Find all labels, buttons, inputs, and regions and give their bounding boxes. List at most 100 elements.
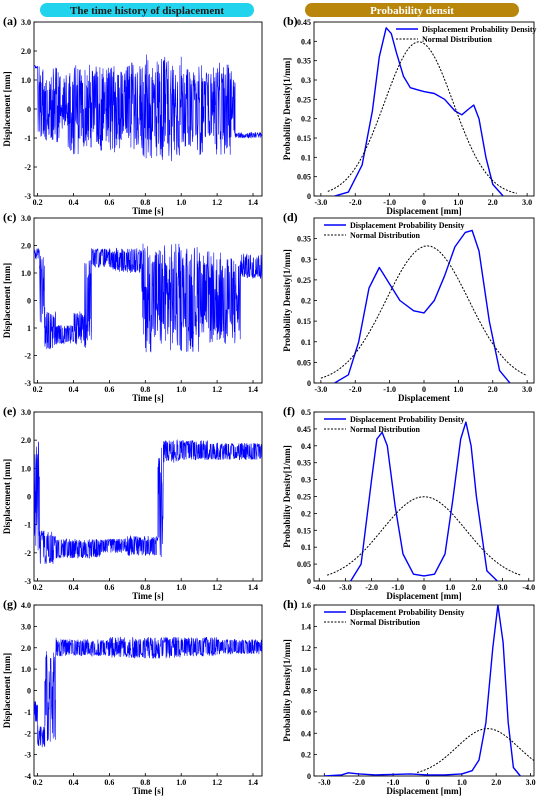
normal-distribution-curve: [416, 728, 534, 773]
x-tick-label: 0.8: [140, 778, 150, 787]
x-axis-title: Displacement [mm]: [386, 206, 461, 216]
legend-label: Displacement Probability Density: [350, 608, 465, 617]
y-tick-label: 0.2: [301, 115, 311, 124]
y-tick-label: 1.4: [301, 622, 311, 631]
y-tick-label: 1.0: [21, 269, 31, 278]
y-tick-label: 0: [307, 772, 311, 781]
x-tick-label: -3.0: [339, 583, 352, 592]
y-tick-label: 0.25: [297, 493, 311, 502]
y-tick-label: 1.2: [301, 644, 311, 653]
y-tick-label: 0.05: [297, 358, 311, 367]
y-tick-label: -1: [24, 708, 31, 717]
x-tick-label: 0.6: [104, 198, 114, 207]
x-tick-label: 1.4: [248, 385, 258, 394]
panel-e: (e) 0.2 0.4 0.6 0.8 1.0 1.2 1.4 3.0 2.0 1.0 0 -1 -2 -3…: [2, 404, 263, 601]
y-tick-label: 0: [307, 577, 311, 586]
normal-distribution-curve: [326, 496, 522, 576]
probability-density-curve: [334, 27, 504, 196]
x-tick-label: 0.6: [104, 583, 114, 592]
x-tick-label: -1.0: [383, 198, 396, 207]
legend-label: Displacement Probability Density: [350, 415, 465, 424]
y-tick-label: 0.1: [301, 338, 311, 347]
x-tick-label: 1.4: [248, 778, 258, 787]
y-tick-label: 0.25: [297, 276, 311, 285]
y-tick-label: 0.1: [301, 153, 311, 162]
panel-label: (g): [3, 597, 17, 611]
y-tick-label: 0.35: [297, 57, 311, 66]
x-tick-label: 1.2: [212, 778, 222, 787]
legend-label: Normal Distribution: [350, 231, 421, 240]
y-tick-label: 0: [27, 687, 31, 696]
y-axis-title: Displacement [mm]: [2, 263, 12, 338]
probability-density-curve: [324, 605, 521, 776]
x-tick-label: 0: [425, 778, 429, 787]
panel-label: (a): [3, 14, 17, 28]
y-tick-label: 0.2: [301, 751, 311, 760]
y-tick-label: 3.0: [21, 18, 31, 27]
x-axis-title: Displacement: [398, 393, 450, 403]
x-axis-title: Displacement [mm]: [386, 591, 461, 601]
x-tick-label: 3.0: [522, 198, 532, 207]
x-tick-label: 3.0: [526, 778, 536, 787]
y-tick-label: 0: [27, 297, 31, 306]
y-axis-title: Displacement [mm]: [2, 653, 12, 728]
y-axis-title: Displacement [mm]: [2, 459, 12, 534]
x-axis-title: Time [s]: [132, 786, 164, 796]
y-axis-title: Displacement [mm]: [2, 71, 12, 146]
y-tick-label: 1.6: [301, 601, 311, 610]
y-tick-label: 1.0: [21, 76, 31, 85]
x-tick-label: -1.0: [387, 778, 400, 787]
legend-label: Normal Distribution: [350, 425, 421, 434]
x-tick-label: 1.0: [176, 385, 186, 394]
x-tick-label: 0.8: [140, 198, 150, 207]
x-tick-label: -2.0: [365, 583, 378, 592]
x-tick-label: 1.2: [212, 198, 222, 207]
y-tick-label: 0: [27, 493, 31, 502]
x-tick-label: -4.0: [522, 583, 535, 592]
panel-c: (c) 0.2 0.4 0.6 0.8 1.0 1.2 1.4 3.0 2.0 1.0 0 1 -2 -3 T…: [2, 210, 263, 403]
y-tick-label: 0: [307, 379, 311, 388]
normal-distribution-curve: [327, 41, 517, 194]
y-tick-label: 0.05: [297, 173, 311, 182]
y-axis-title: Probability Density[1/mm]: [282, 58, 292, 161]
y-tick-label: 2.0: [21, 47, 31, 56]
y-tick-label: -2: [24, 163, 31, 172]
y-tick-label: 2.0: [21, 436, 31, 445]
y-tick-label: 0: [307, 192, 311, 201]
y-tick-label: 0.15: [297, 134, 311, 143]
x-tick-label: 0.2: [33, 583, 43, 592]
panel-label: (h): [283, 597, 298, 611]
x-tick-label: 0: [422, 198, 426, 207]
x-tick-label: 3.0: [498, 583, 508, 592]
y-tick-label: -3: [24, 192, 31, 201]
x-tick-label: 2.0: [471, 583, 481, 592]
x-tick-label: 2.0: [488, 385, 498, 394]
x-axis-title: Time [s]: [132, 206, 164, 216]
panel-a: (a) 0.2 0.4 0.6 0.8 1.0 1.2 1.4 3.0 2.0 1.0 0 -1 -2 -3…: [2, 14, 263, 216]
y-tick-label: 0.15: [297, 317, 311, 326]
y-tick-label: 0.45: [297, 425, 311, 434]
y-axis-title: Probability Density[1/mm]: [282, 639, 292, 742]
y-tick-label: 0.5: [301, 408, 311, 417]
panel-g: (g) 0.2 0.4 0.6 0.8 1.0 1.2 1.4 4.0 3.0 2.0 1.0 0 -1 -…: [2, 597, 263, 796]
x-tick-label: -4.0: [313, 583, 326, 592]
x-tick-label: 0.8: [140, 583, 150, 592]
y-tick-label: 0.15: [297, 526, 311, 535]
x-tick-label: 1.0: [453, 385, 463, 394]
probability-density-curve: [350, 421, 498, 581]
legend-label: Displacement Probability Density: [350, 221, 465, 230]
y-tick-label: 0.3: [301, 476, 311, 485]
x-tick-label: 1.4: [248, 583, 258, 592]
y-tick-label: -2: [24, 352, 31, 361]
x-tick-label: 1.0: [445, 583, 455, 592]
y-tick-label: 0.25: [297, 95, 311, 104]
y-tick-label: 0.6: [301, 708, 311, 717]
x-axis-title: Displacement [mm]: [386, 786, 461, 796]
x-tick-label: 0.4: [68, 385, 78, 394]
y-tick-label: -1: [24, 134, 31, 143]
x-tick-label: -2.0: [352, 778, 365, 787]
x-tick-label: 0.2: [33, 385, 43, 394]
